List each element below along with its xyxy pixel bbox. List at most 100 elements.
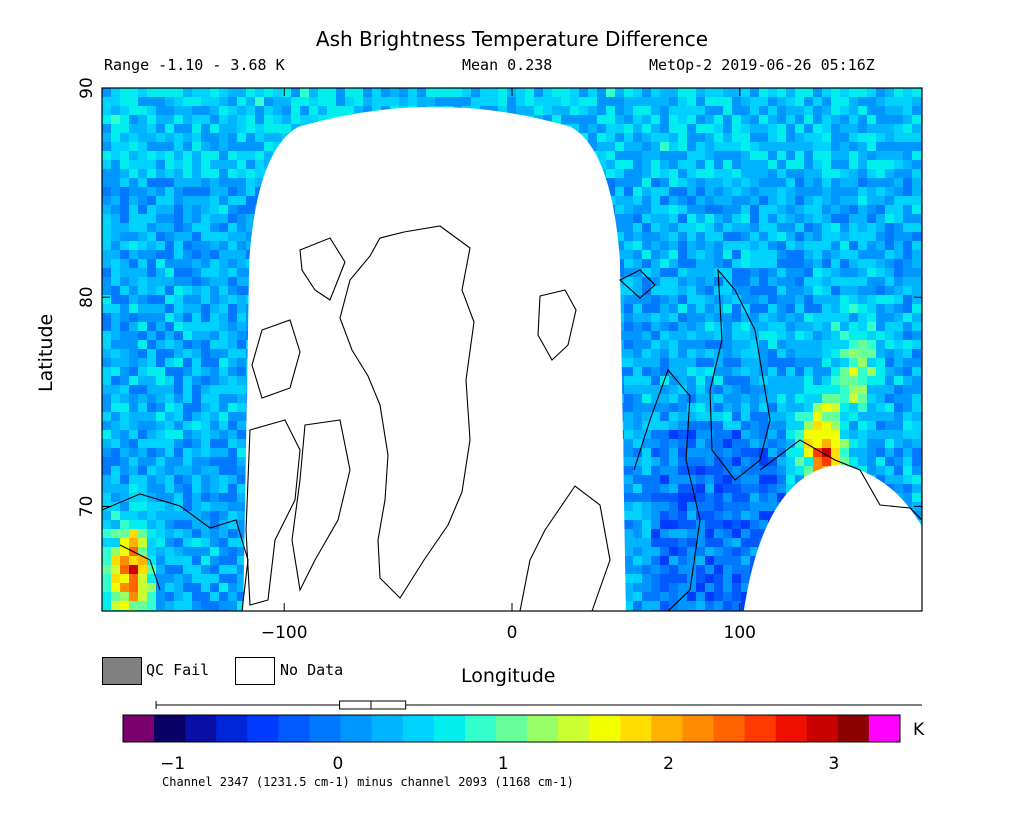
heatmap-cell — [615, 178, 625, 188]
heatmap-cell — [732, 88, 742, 98]
heatmap-cell — [678, 466, 688, 476]
heatmap-cell — [237, 358, 247, 368]
heatmap-cell — [804, 205, 814, 215]
heatmap-cell — [129, 394, 139, 404]
heatmap-cell — [129, 520, 139, 530]
heatmap-cell — [192, 250, 202, 260]
heatmap-cell — [840, 223, 850, 233]
heatmap-cell — [822, 313, 832, 323]
heatmap-cell — [912, 322, 922, 332]
heatmap-cell — [138, 565, 148, 575]
heatmap-cell — [867, 331, 877, 341]
heatmap-cell — [903, 97, 913, 107]
heatmap-cell — [210, 160, 220, 170]
heatmap-cell — [669, 169, 679, 179]
heatmap-cell — [876, 241, 886, 251]
heatmap-cell — [669, 313, 679, 323]
heatmap-cell — [120, 133, 130, 143]
heatmap-cell — [210, 475, 220, 485]
heatmap-cell — [120, 457, 130, 467]
heatmap-cell — [174, 475, 184, 485]
heatmap-cell — [642, 349, 652, 359]
heatmap-cell — [192, 115, 202, 125]
heatmap-cell — [138, 484, 148, 494]
heatmap-cell — [732, 187, 742, 197]
heatmap-cell — [102, 151, 112, 161]
heatmap-cell — [201, 538, 211, 548]
heatmap-cell — [192, 367, 202, 377]
heatmap-cell — [624, 493, 634, 503]
heatmap-cell — [660, 457, 670, 467]
heatmap-cell — [174, 151, 184, 161]
heatmap-cell — [246, 142, 256, 152]
heatmap-cell — [885, 205, 895, 215]
heatmap-cell — [849, 169, 859, 179]
heatmap-cell — [750, 268, 760, 278]
heatmap-cell — [705, 403, 715, 413]
heatmap-cell — [912, 106, 922, 116]
heatmap-cell — [102, 565, 112, 575]
heatmap-cell — [795, 322, 805, 332]
heatmap-cell — [714, 313, 724, 323]
heatmap-cell — [849, 196, 859, 206]
heatmap-cell — [147, 160, 157, 170]
heatmap-cell — [633, 178, 643, 188]
heatmap-cell — [714, 214, 724, 224]
heatmap-cell — [804, 232, 814, 242]
heatmap-cell — [624, 529, 634, 539]
heatmap-cell — [687, 268, 697, 278]
heatmap-cell — [228, 97, 238, 107]
heatmap-cell — [624, 88, 634, 98]
heatmap-cell — [732, 376, 742, 386]
heatmap-cell — [660, 466, 670, 476]
heatmap-cell — [264, 133, 274, 143]
heatmap-cell — [102, 376, 112, 386]
heatmap-cell — [111, 367, 121, 377]
heatmap-cell — [210, 502, 220, 512]
heatmap-cell — [678, 331, 688, 341]
heatmap-cell — [741, 124, 751, 134]
heatmap-cell — [192, 556, 202, 566]
heatmap-cell — [219, 205, 229, 215]
heatmap-cell — [192, 574, 202, 584]
heatmap-cell — [624, 214, 634, 224]
heatmap-cell — [156, 160, 166, 170]
heatmap-cell — [147, 502, 157, 512]
heatmap-cell — [696, 106, 706, 116]
heatmap-cell — [156, 448, 166, 458]
heatmap-cell — [723, 403, 733, 413]
heatmap-cell — [660, 142, 670, 152]
heatmap-cell — [723, 448, 733, 458]
heatmap-cell — [678, 322, 688, 332]
heatmap-cell — [669, 151, 679, 161]
heatmap-cell — [111, 493, 121, 503]
heatmap-cell — [831, 97, 841, 107]
heatmap-cell — [210, 367, 220, 377]
heatmap-cell — [651, 124, 661, 134]
heatmap-cell — [111, 160, 121, 170]
heatmap-cell — [741, 268, 751, 278]
heatmap-cell — [723, 511, 733, 521]
heatmap-cell — [219, 142, 229, 152]
heatmap-cell — [705, 448, 715, 458]
heatmap-cell — [777, 448, 787, 458]
heatmap-cell — [723, 304, 733, 314]
heatmap-cell — [147, 322, 157, 332]
heatmap-cell — [885, 169, 895, 179]
heatmap-cell — [102, 115, 112, 125]
heatmap-cell — [885, 250, 895, 260]
heatmap-cell — [678, 142, 688, 152]
heatmap-cell — [795, 106, 805, 116]
heatmap-cell — [624, 142, 634, 152]
heatmap-cell — [840, 178, 850, 188]
heatmap-cell — [669, 205, 679, 215]
heatmap-cell — [750, 367, 760, 377]
heatmap-cell — [633, 394, 643, 404]
heatmap-cell — [705, 142, 715, 152]
heatmap-cell — [129, 340, 139, 350]
heatmap-cell — [129, 196, 139, 206]
heatmap-cell — [291, 88, 301, 98]
heatmap-cell — [894, 160, 904, 170]
heatmap-cell — [876, 448, 886, 458]
heatmap-cell — [174, 376, 184, 386]
